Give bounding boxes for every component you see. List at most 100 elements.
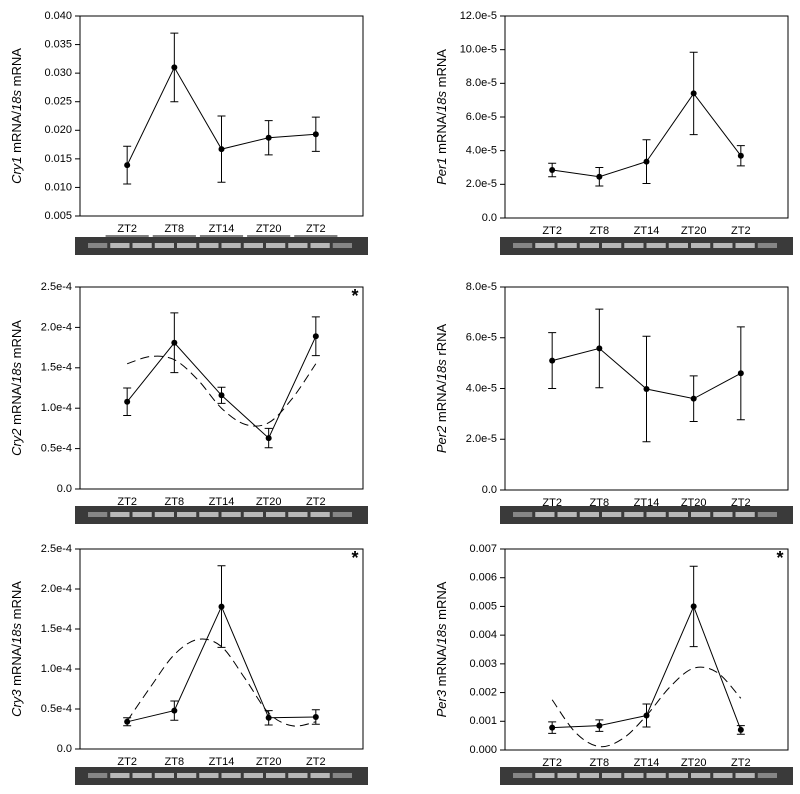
gel-band bbox=[110, 243, 130, 248]
y-tick-label: 0.005 bbox=[469, 600, 497, 612]
data-point bbox=[549, 724, 556, 731]
gel-band bbox=[579, 512, 599, 517]
x-tick-label: ZT14 bbox=[209, 223, 235, 235]
gel-band bbox=[221, 243, 241, 248]
fit-curve bbox=[126, 638, 316, 727]
y-tick-label: 0.007 bbox=[469, 543, 497, 555]
x-tick-label: ZT8 bbox=[165, 223, 185, 235]
gel-band bbox=[110, 512, 130, 517]
y-axis-label: Cry3 mRNA/18s mRNA bbox=[9, 581, 24, 717]
y-axis-label-part: 18s bbox=[9, 622, 24, 643]
x-tick-label: ZT2 bbox=[117, 223, 137, 235]
annotation: * bbox=[351, 548, 358, 568]
gel-band bbox=[713, 243, 733, 248]
y-tick-label: 0.5e-4 bbox=[41, 703, 72, 715]
data-point bbox=[312, 333, 319, 340]
plot-frame bbox=[79, 286, 364, 490]
data-point bbox=[737, 370, 744, 377]
y-tick-label: 0.005 bbox=[44, 210, 72, 222]
x-tick-label: ZT2 bbox=[731, 757, 751, 769]
y-tick-label: 0.5e-4 bbox=[41, 443, 72, 455]
y-axis-label: Cry2 mRNA/18s mRNA bbox=[9, 320, 24, 456]
y-axis-label-part: 18s bbox=[434, 90, 449, 111]
data-point bbox=[737, 726, 744, 733]
y-axis-label-part: Per3 bbox=[434, 689, 449, 717]
gel-band bbox=[243, 773, 263, 778]
y-axis-label-part: mRNA bbox=[434, 49, 449, 91]
plot-frame bbox=[504, 548, 789, 751]
x-tick-label: ZT8 bbox=[590, 497, 610, 509]
y-axis-label-part: Per2 bbox=[434, 425, 449, 453]
gel-band bbox=[757, 512, 777, 517]
gel-band bbox=[735, 512, 755, 517]
x-tick-label: ZT2 bbox=[117, 756, 137, 768]
gel-band bbox=[310, 773, 330, 778]
gel-band bbox=[199, 512, 219, 517]
gel-band bbox=[557, 243, 577, 248]
data-point bbox=[643, 712, 650, 719]
y-tick-label: 0.040 bbox=[44, 10, 72, 22]
y-axis-label-part: mRNA/ bbox=[434, 380, 449, 426]
x-tick-label: ZT2 bbox=[731, 497, 751, 509]
data-point bbox=[171, 64, 178, 71]
gel-band bbox=[177, 773, 197, 778]
data-point bbox=[171, 339, 178, 346]
plot-frame bbox=[79, 15, 364, 217]
x-tick-label: ZT20 bbox=[256, 223, 282, 235]
gel-band bbox=[288, 773, 308, 778]
gel-band bbox=[557, 773, 577, 778]
y-axis-label-part: Cry1 bbox=[9, 156, 24, 183]
x-tick-label: ZT2 bbox=[542, 225, 562, 237]
data-point bbox=[312, 131, 319, 138]
x-tick-label: ZT2 bbox=[117, 496, 137, 508]
gel-band bbox=[735, 773, 755, 778]
y-axis-label-part: 18s bbox=[434, 359, 449, 380]
data-point bbox=[690, 395, 697, 402]
y-tick-label: 2.5e-4 bbox=[41, 543, 72, 555]
gel-band bbox=[513, 512, 533, 517]
y-axis-label-part: 18s bbox=[9, 361, 24, 382]
y-axis-label-part: mRNA/ bbox=[434, 112, 449, 158]
y-tick-label: 0.025 bbox=[44, 96, 72, 108]
y-tick-label: 2.0e-4 bbox=[41, 321, 72, 333]
y-tick-label: 0.035 bbox=[44, 38, 72, 50]
data-point bbox=[643, 386, 650, 393]
data-point bbox=[124, 162, 131, 169]
gel-band bbox=[713, 512, 733, 517]
annotation: * bbox=[776, 548, 783, 568]
x-tick-label: ZT2 bbox=[542, 497, 562, 509]
y-tick-label: 1.0e-4 bbox=[41, 402, 72, 414]
gel-band bbox=[199, 243, 219, 248]
gel-band bbox=[535, 512, 555, 517]
fit-curve bbox=[127, 355, 317, 427]
gel-band bbox=[88, 243, 108, 248]
x-tick-label: ZT2 bbox=[731, 225, 751, 237]
data-point bbox=[690, 603, 697, 610]
gel-band bbox=[579, 243, 599, 248]
gel-band bbox=[266, 512, 286, 517]
y-tick-label: 0.001 bbox=[469, 715, 497, 727]
y-tick-label: 8.0e-5 bbox=[466, 281, 497, 293]
data-point bbox=[643, 158, 650, 165]
y-tick-label: 1.5e-4 bbox=[41, 623, 72, 635]
y-tick-label: 0.030 bbox=[44, 67, 72, 79]
data-point bbox=[171, 707, 178, 714]
x-tick-label: ZT8 bbox=[165, 756, 185, 768]
gel-band bbox=[757, 773, 777, 778]
gel-band bbox=[177, 512, 197, 517]
y-axis-label-part: mRNA/ bbox=[434, 644, 449, 690]
gel-band bbox=[199, 773, 219, 778]
gel-band bbox=[668, 773, 688, 778]
x-tick-label: ZT8 bbox=[165, 496, 185, 508]
y-axis-label-part: rRNA bbox=[434, 324, 449, 360]
y-tick-label: 0.015 bbox=[44, 153, 72, 165]
y-tick-label: 1.0e-4 bbox=[41, 663, 72, 675]
gel-band bbox=[288, 512, 308, 517]
gel-band bbox=[757, 243, 777, 248]
data-point bbox=[124, 718, 131, 725]
y-axis-label-part: mRNA/ bbox=[9, 644, 24, 690]
gel-band bbox=[332, 773, 352, 778]
gel-band bbox=[668, 512, 688, 517]
gel-band bbox=[691, 243, 711, 248]
